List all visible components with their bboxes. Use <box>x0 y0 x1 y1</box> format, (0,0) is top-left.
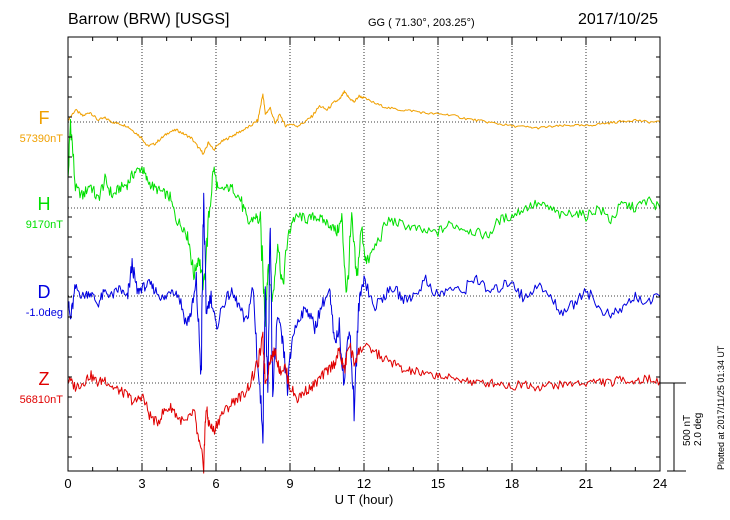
series-line-f <box>67 90 661 155</box>
x-tick-label: 9 <box>286 476 293 491</box>
series-name-d: D <box>38 282 51 302</box>
scale-label-deg: 2.0 deg <box>693 412 704 446</box>
series-baseline-z: 56810nT <box>20 394 64 406</box>
series-name-h: H <box>38 194 51 214</box>
grid <box>141 37 587 471</box>
x-tick-label: 21 <box>579 476 593 491</box>
series-baseline-f: 57390nT <box>20 133 64 145</box>
series-name-z: Z <box>39 369 50 389</box>
series-line-d <box>67 192 661 444</box>
scale-label-nt: 500 nT <box>682 414 693 446</box>
series-baseline-d: -1.0deg <box>26 307 63 319</box>
plotted-timestamp: Plotted at 2017/11/25 01:34 UT <box>716 345 726 470</box>
series-line-z <box>67 331 661 474</box>
series-baseline-h: 9170nT <box>26 219 64 231</box>
x-tick-label: 3 <box>138 476 145 491</box>
coordinates: GG ( 71.30°, 203.25°) <box>368 17 475 29</box>
x-tick-label: 6 <box>212 476 219 491</box>
axis-labels: 0 3 6 9 12 15 18 21 24 U T (hour) F 57390nT H 9170nT D… <box>20 108 668 507</box>
x-tick-label: 24 <box>653 476 667 491</box>
x-tick-label: 0 <box>64 476 71 491</box>
series-line-h <box>67 119 661 327</box>
series-lines <box>67 90 661 474</box>
series-name-f: F <box>39 108 50 128</box>
x-tick-label: 12 <box>357 476 371 491</box>
axis-ticks <box>67 37 661 471</box>
x-axis-label: U T (hour) <box>335 492 394 507</box>
scale-bar <box>660 382 686 472</box>
date-label: 2017/10/25 <box>578 11 659 28</box>
station-title: Barrow (BRW) [USGS] <box>68 11 230 28</box>
x-tick-label: 15 <box>431 476 445 491</box>
x-tick-label: 18 <box>505 476 519 491</box>
